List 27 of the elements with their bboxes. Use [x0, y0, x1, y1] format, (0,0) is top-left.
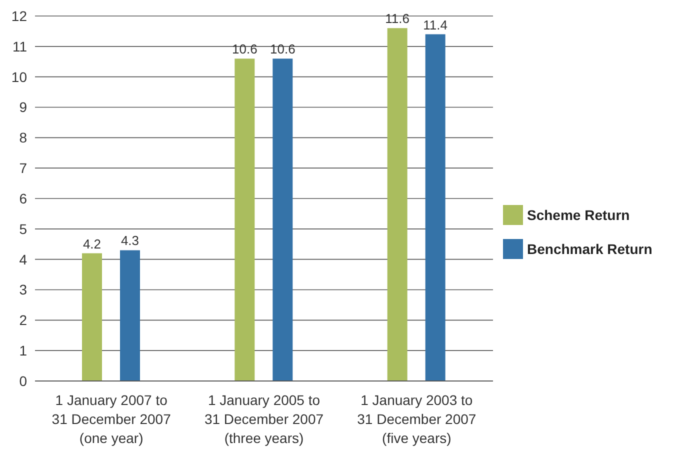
x-tick-label: 1 January 2005 to 31 December 2007 (three years): [204, 392, 324, 446]
y-tick-label: 1: [19, 342, 28, 359]
y-tick-label: 11: [12, 38, 28, 54]
y-tick-label: 10: [11, 68, 28, 85]
bar: [425, 34, 446, 381]
y-tick-label: 9: [19, 99, 28, 116]
y-tick-label: 2: [19, 312, 28, 328]
bar: [234, 58, 255, 381]
legend-label: Benchmark Return: [527, 240, 652, 256]
y-tick-label: 7: [19, 160, 28, 176]
x-tick-label: 1 January 2003 to 31 December 2007 (five years): [357, 392, 476, 446]
y-tick-label: 5: [19, 220, 28, 237]
y-tick-label: 0: [19, 372, 28, 389]
x-tick-label: 1 January 2007 to 31 December 2007 (one year): [52, 392, 172, 446]
legend-label: Scheme Return: [527, 206, 630, 222]
y-tick-label: 8: [19, 130, 28, 146]
bar: [120, 250, 140, 381]
bar: [82, 253, 102, 381]
data-label: 4.3: [120, 233, 140, 248]
y-tick-label: 6: [19, 190, 28, 206]
y-tick-label: 12: [11, 8, 28, 24]
bar: [272, 58, 293, 381]
data-label: 11.4: [423, 17, 448, 32]
bar: [387, 28, 408, 381]
data-label: 4.2: [82, 236, 102, 252]
y-tick-label: 3: [19, 282, 28, 298]
y-tick-label: 4: [19, 251, 28, 268]
